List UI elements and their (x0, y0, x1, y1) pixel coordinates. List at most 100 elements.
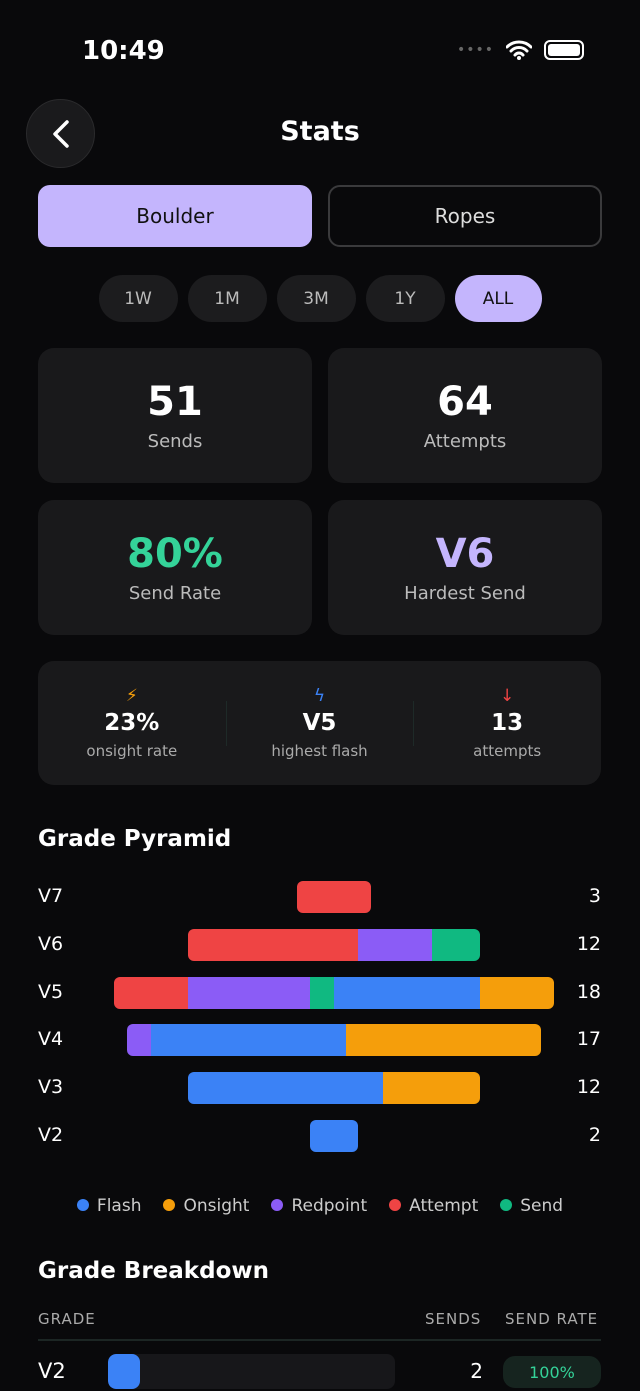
segment-flash (150, 1024, 347, 1057)
pyramid-grade: V7 (38, 885, 64, 907)
segment-redpoint (187, 976, 310, 1009)
segment-onsight (382, 1072, 481, 1105)
chevron-left-icon (52, 119, 69, 148)
row-grade: V2 (38, 1359, 66, 1383)
pyramid-row: V3 12 (0, 1072, 640, 1105)
pyramid-row: V7 3 (0, 881, 640, 913)
segment-attempt (187, 928, 359, 961)
legend-redpoint: Redpoint (271, 1196, 367, 1216)
arrow-down-icon: ↓ (500, 686, 515, 706)
segment-onsight (480, 976, 554, 1009)
stat-value: V5 (302, 710, 337, 736)
pyramid-grade: V6 (38, 932, 64, 955)
row-sends: 2 (470, 1359, 483, 1383)
pyramid-bar (187, 1072, 481, 1105)
time-range-selector: 1W 1M 3M 1Y ALL (0, 275, 640, 322)
status-icons: •••• (457, 40, 584, 60)
card-label: Send Rate (128, 583, 222, 604)
range-1m[interactable]: 1M (187, 275, 267, 322)
legend-onsight: Onsight (163, 1196, 249, 1216)
card-value: 64 (437, 379, 493, 425)
card-value: 80% (127, 531, 223, 577)
pyramid-bar (114, 976, 554, 1009)
pyramid-bar (187, 928, 481, 961)
highest-flash-stat: ϟ V5 highest flash (225, 661, 414, 785)
hardest-send-card: V6 Hardest Send (328, 500, 602, 635)
range-3m[interactable]: 3M (276, 275, 356, 322)
stat-label: attempts (473, 742, 542, 760)
legend-attempt: Attempt (389, 1196, 478, 1216)
pyramid-grade: V2 (38, 1124, 64, 1146)
sends-bar-track (108, 1354, 395, 1389)
card-label: Attempts (423, 431, 507, 452)
stat-label: onsight rate (86, 742, 178, 760)
battery-icon (544, 40, 584, 60)
pyramid-row: V5 18 (0, 976, 640, 1009)
segment-flash (333, 976, 481, 1009)
segment-flash (187, 1072, 383, 1105)
sends-card: 51 Sends (38, 348, 312, 483)
segment-redpoint (358, 928, 432, 961)
legend-flash: Flash (76, 1196, 142, 1216)
pyramid-total: 12 (576, 932, 601, 955)
back-button[interactable] (26, 99, 95, 168)
breakdown-title: Grade Breakdown (38, 1258, 269, 1284)
card-label: Sends (147, 431, 203, 452)
pyramid-total: 12 (576, 1076, 601, 1099)
dot-icon (76, 1199, 89, 1211)
signal-icon: •••• (456, 42, 494, 58)
page-title: Stats (280, 116, 360, 147)
legend-label: Attempt (409, 1196, 479, 1216)
tab-ropes[interactable]: Ropes (328, 185, 602, 247)
pyramid-total: 2 (588, 1124, 601, 1146)
dot-icon (389, 1199, 402, 1211)
pyramid-legend: Flash Onsight Redpoint Attempt Send (0, 1196, 640, 1216)
segment-onsight (346, 1024, 542, 1057)
segment-send (309, 976, 334, 1009)
sends-bar-fill (108, 1354, 140, 1389)
dot-icon (163, 1199, 176, 1211)
divider (38, 1339, 601, 1341)
mini-stats: ⚡ 23% onsight rate ϟ V5 highest flash ↓ 13 att… (38, 661, 601, 785)
segment-flash (309, 1120, 359, 1152)
card-value: V6 (435, 531, 495, 577)
pyramid-bar (297, 881, 371, 913)
send-rate-badge: 100% (503, 1356, 601, 1388)
stat-value: 13 (491, 710, 524, 736)
flash-icon: ϟ (313, 686, 326, 706)
attempts-stat: ↓ 13 attempts (413, 661, 601, 785)
segment-attempt (114, 976, 188, 1009)
wifi-icon (506, 40, 532, 60)
legend-label: Send (520, 1196, 564, 1216)
tab-boulder[interactable]: Boulder (38, 185, 312, 247)
pyramid-grade: V3 (38, 1076, 64, 1099)
pyramid-row: V2 2 (0, 1120, 640, 1152)
segment-send (431, 928, 481, 961)
pyramid-total: 17 (576, 1028, 601, 1051)
onsight-rate-stat: ⚡ 23% onsight rate (38, 661, 226, 785)
range-1w[interactable]: 1W (98, 275, 178, 322)
legend-label: Flash (96, 1196, 142, 1216)
status-time: 10:49 (82, 36, 165, 66)
pyramid-grade: V5 (38, 980, 64, 1003)
pyramid-total: 3 (588, 885, 601, 907)
segment-attempt (297, 881, 371, 913)
dot-icon (271, 1199, 284, 1211)
segment-redpoint (126, 1024, 151, 1057)
column-sends: SENDS (425, 1310, 482, 1328)
legend-label: Redpoint (291, 1196, 368, 1216)
card-label: Hardest Send (404, 583, 526, 604)
pyramid-total: 18 (576, 980, 601, 1003)
range-1y[interactable]: 1Y (365, 275, 445, 322)
send-rate-card: 80% Send Rate (38, 500, 312, 635)
column-send-rate: SEND RATE (505, 1310, 599, 1328)
pyramid-row: V6 12 (0, 928, 640, 961)
range-all[interactable]: ALL (454, 275, 542, 322)
pyramid-bar (309, 1120, 359, 1152)
column-grade: GRADE (38, 1310, 96, 1328)
pyramid-bar (126, 1024, 542, 1057)
stat-label: highest flash (271, 742, 368, 760)
card-value: 51 (147, 379, 203, 425)
legend-label: Onsight (183, 1196, 250, 1216)
dot-icon (500, 1199, 513, 1211)
